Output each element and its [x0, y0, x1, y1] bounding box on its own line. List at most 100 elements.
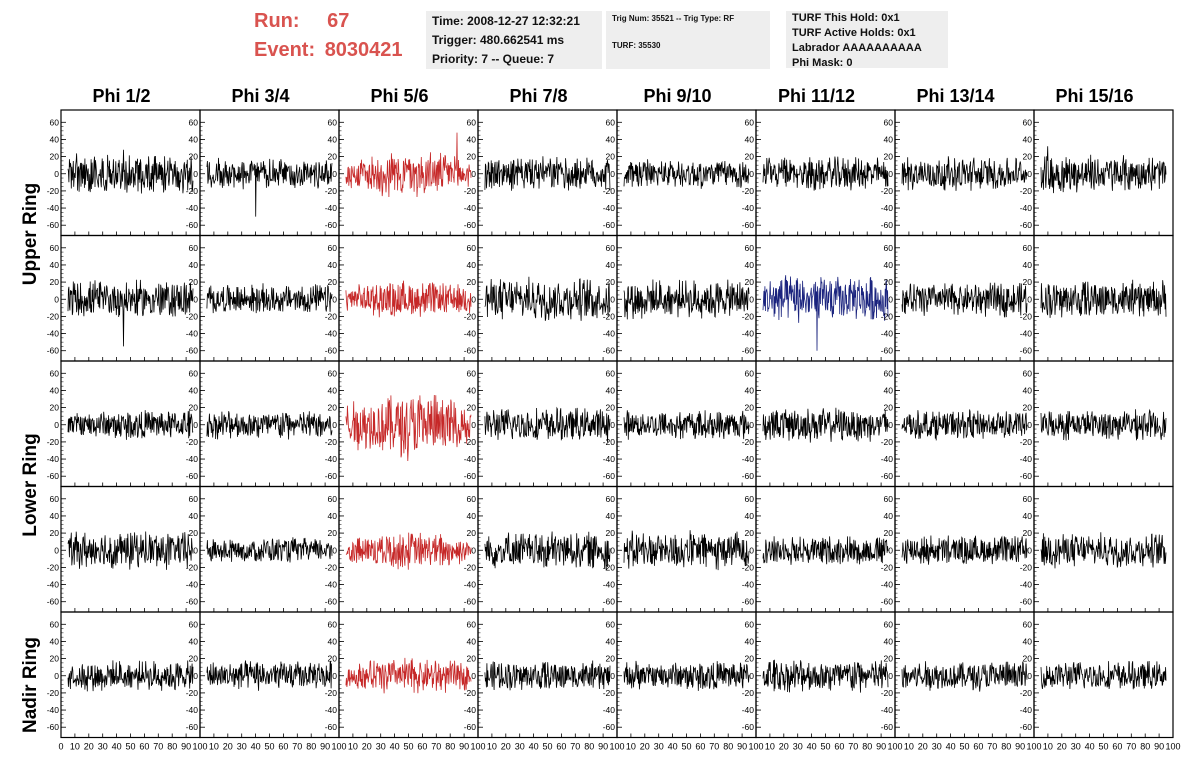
y-tick-label: 60 [328, 117, 338, 127]
y-tick-label: -60 [742, 722, 755, 732]
x-tick-label: 20 [918, 742, 928, 752]
x-tick-label: 20 [501, 742, 511, 752]
y-tick-label: 60 [1023, 619, 1033, 629]
x-tick-label: 10 [626, 742, 636, 752]
x-tick-label: 30 [932, 742, 942, 752]
x-tick-label: 50 [542, 742, 552, 752]
x-tick-label: 80 [306, 742, 316, 752]
y-tick-label: 40 [1023, 385, 1033, 395]
x-tick-label: 40 [946, 742, 956, 752]
x-tick-label: 30 [98, 742, 108, 752]
waveform-trace [762, 407, 889, 443]
y-tick-label: 60 [606, 368, 616, 378]
y-tick-label: -60 [1020, 722, 1033, 732]
event-display: Event: 8030421 [254, 39, 403, 62]
waveform-trace [206, 411, 333, 440]
x-tick-label: 10 [348, 742, 358, 752]
y-tick-label: 0 [1027, 169, 1032, 179]
y-tick-label: -20 [742, 688, 755, 698]
x-tick-label: 90 [598, 742, 608, 752]
y-tick-label: 60 [1023, 494, 1033, 504]
y-tick-label: -40 [464, 329, 477, 339]
waveform-trace [1040, 279, 1167, 318]
y-tick-label: 20 [884, 654, 894, 664]
phi-mask-text: Phi Mask: 0 [792, 57, 853, 69]
y-tick-label: 0 [888, 294, 893, 304]
y-tick-label: 40 [50, 134, 60, 144]
y-tick-label: -40 [325, 454, 338, 464]
y-tick-label: -40 [603, 203, 616, 213]
y-tick-label: 20 [189, 654, 199, 664]
y-tick-label: -20 [881, 311, 894, 321]
waveform-trace [206, 660, 333, 691]
waveform-trace [484, 276, 611, 321]
y-tick-label: 60 [606, 619, 616, 629]
y-tick-label: 0 [749, 420, 754, 430]
y-tick-label: 40 [745, 385, 755, 395]
x-tick-label: 50 [125, 742, 135, 752]
y-tick-label: 40 [1023, 134, 1033, 144]
waveform-trace [623, 159, 750, 189]
y-tick-label: 40 [328, 260, 338, 270]
y-tick-label: -40 [186, 454, 199, 464]
y-tick-label: -60 [742, 597, 755, 607]
x-tick-label: 80 [862, 742, 872, 752]
y-tick-label: -40 [325, 705, 338, 715]
y-tick-label: -60 [186, 471, 199, 481]
event-number: 8030421 [324, 39, 403, 61]
waveform-trace [901, 409, 1028, 441]
x-tick-label: 30 [376, 742, 386, 752]
y-tick-label: 20 [189, 403, 199, 413]
column-header-phi-11-12: Phi 11/12 [777, 86, 856, 106]
x-tick-label: 70 [987, 742, 997, 752]
y-tick-label: -20 [1020, 562, 1033, 572]
y-tick-label: 20 [467, 528, 477, 538]
y-tick-label: -20 [603, 688, 616, 698]
x-tick-label: 50 [264, 742, 274, 752]
y-tick-label: -20 [47, 311, 60, 321]
y-tick-label: 0 [1027, 420, 1032, 430]
waveform-trace [762, 659, 889, 693]
y-tick-label: -40 [325, 203, 338, 213]
y-tick-label: -60 [325, 597, 338, 607]
y-tick-label: -40 [186, 580, 199, 590]
y-tick-label: -40 [742, 580, 755, 590]
y-tick-label: 0 [193, 294, 198, 304]
y-tick-label: 0 [332, 420, 337, 430]
y-tick-label: -60 [47, 597, 60, 607]
y-tick-label: -40 [603, 454, 616, 464]
y-tick-label: -60 [742, 346, 755, 356]
y-tick-label: 20 [606, 654, 616, 664]
x-tick-label: 100 [192, 742, 207, 752]
y-tick-label: -20 [186, 688, 199, 698]
y-tick-label: -40 [881, 329, 894, 339]
waveform-trace [901, 661, 1028, 692]
x-tick-label: 30 [654, 742, 664, 752]
y-tick-label: 40 [1023, 636, 1033, 646]
y-tick-label: -20 [1020, 437, 1033, 447]
y-tick-label: -20 [325, 437, 338, 447]
trigger-time-text: Trigger: 480.662541 ms [432, 33, 565, 47]
x-tick-label: 100 [609, 742, 624, 752]
x-tick-label: 0 [58, 742, 63, 752]
waveform-trace [67, 410, 194, 440]
y-tick-label: 0 [888, 545, 893, 555]
y-tick-label: 60 [884, 368, 894, 378]
y-tick-label: 20 [745, 277, 755, 287]
x-tick-label: 50 [681, 742, 691, 752]
y-tick-label: -20 [603, 437, 616, 447]
waveform-trace [1040, 146, 1167, 194]
y-tick-label: 40 [189, 511, 199, 521]
waveform-trace [901, 282, 1028, 318]
y-tick-label: 60 [189, 368, 199, 378]
y-tick-label: 0 [1027, 545, 1032, 555]
y-tick-label: 20 [328, 528, 338, 538]
x-tick-label: 90 [1015, 742, 1025, 752]
x-tick-label: 90 [459, 742, 469, 752]
y-tick-label: 60 [467, 619, 477, 629]
y-tick-label: 60 [328, 619, 338, 629]
y-tick-label: 40 [189, 636, 199, 646]
y-tick-label: -60 [1020, 597, 1033, 607]
y-tick-label: 0 [54, 294, 59, 304]
y-tick-label: -20 [742, 186, 755, 196]
